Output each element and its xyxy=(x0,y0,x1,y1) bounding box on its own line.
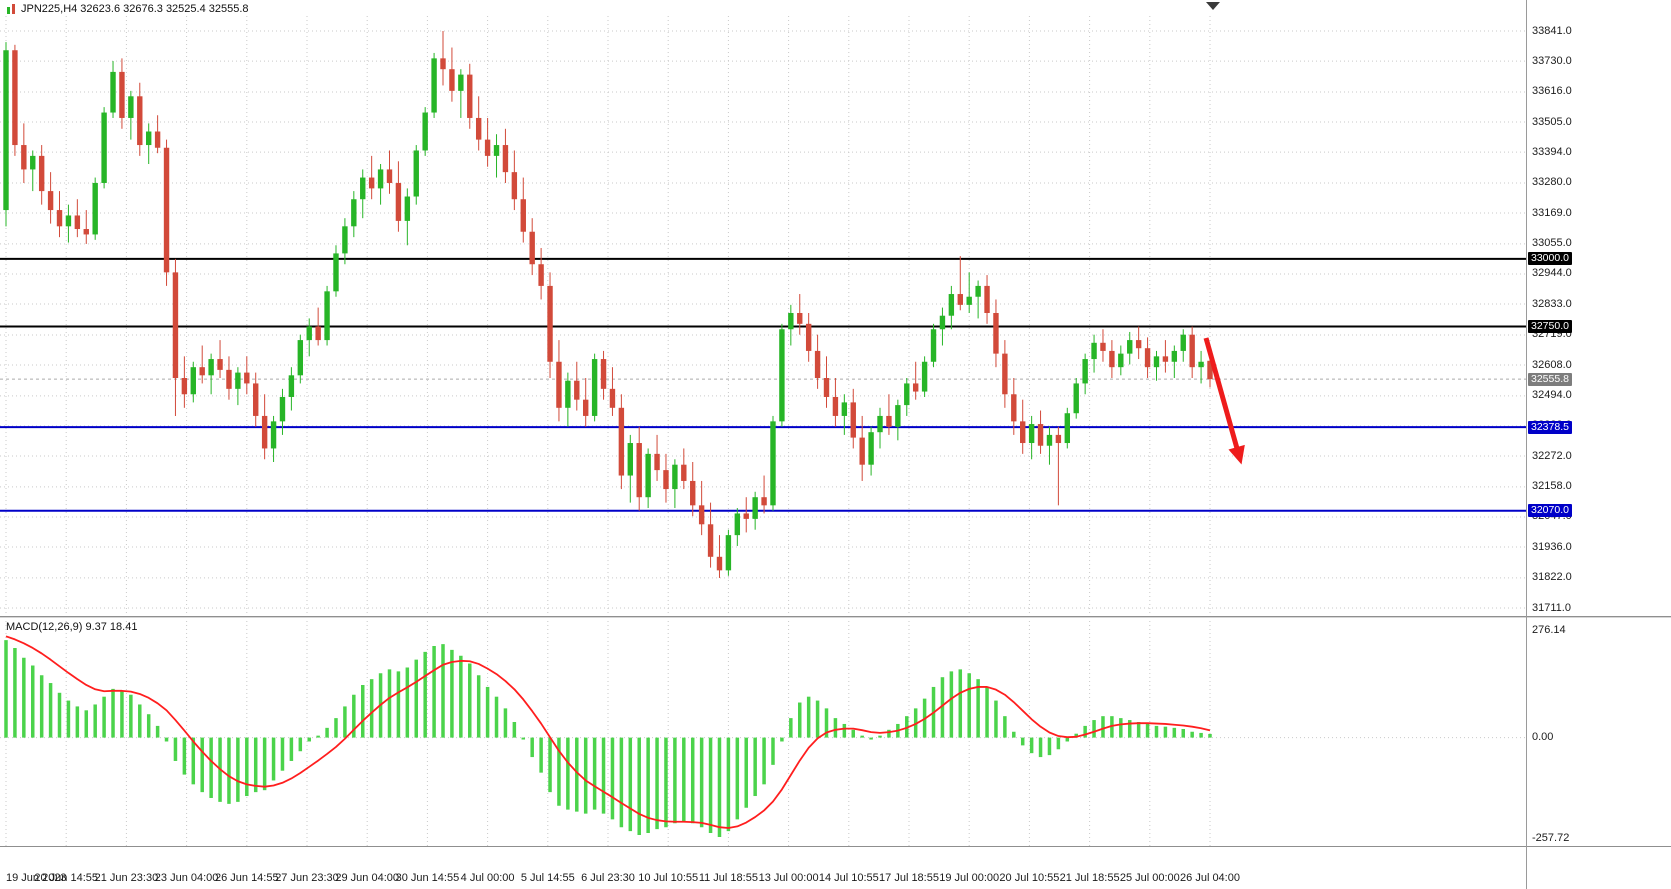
price-axis-tick: 33730.0 xyxy=(1532,54,1572,67)
time-axis-label: 26 Jun 14:55 xyxy=(214,872,279,884)
time-axis-label: 17 Jul 18:55 xyxy=(879,872,939,884)
price-axis-tick: 33616.0 xyxy=(1532,85,1572,98)
time-axis-label: 19 Jun 2023 xyxy=(6,872,67,884)
macd-axis-tick: 0.00 xyxy=(1532,731,1554,744)
price-axis-tick: 33055.0 xyxy=(1532,237,1572,250)
price-axis-tick: 33505.0 xyxy=(1532,115,1572,128)
price-axis-tick: 33280.0 xyxy=(1532,176,1572,189)
price-axis-separator xyxy=(1526,0,1527,889)
time-axis-label: 20 Jul 10:55 xyxy=(999,872,1060,884)
price-badge: 33000.0 xyxy=(1528,252,1572,266)
price-badge: 32555.8 xyxy=(1528,372,1572,386)
chart-shift-marker-icon[interactable] xyxy=(1206,2,1220,10)
time-axis-label: 6 Jul 23:30 xyxy=(581,872,635,884)
price-axis-tick: 33394.0 xyxy=(1532,145,1572,158)
chart-title: JPN225,H4 32623.6 32676.3 32525.4 32555.… xyxy=(6,3,249,15)
macd-axis-tick: 276.14 xyxy=(1532,623,1566,636)
macd-axis-tick: -257.72 xyxy=(1532,831,1570,844)
price-axis-tick: 31936.0 xyxy=(1532,540,1572,553)
time-axis-label: 11 Jul 18:55 xyxy=(698,872,758,884)
time-axis-label: 13 Jul 00:00 xyxy=(758,872,819,884)
time-axis-label: 10 Jul 10:55 xyxy=(638,872,699,884)
time-axis-label: 27 Jun 23:30 xyxy=(275,872,339,884)
trend-arrow-annotation[interactable] xyxy=(1203,337,1245,465)
price-axis-tick: 32494.0 xyxy=(1532,389,1572,402)
price-axis-tick: 31822.0 xyxy=(1532,571,1572,584)
time-axis-label: 30 Jun 14:55 xyxy=(395,872,460,884)
price-axis-tick: 32158.0 xyxy=(1532,480,1572,493)
price-badge: 32378.5 xyxy=(1528,420,1572,434)
price-axis-tick: 32608.0 xyxy=(1532,358,1572,371)
price-badge: 32070.0 xyxy=(1528,504,1572,518)
time-axis-label: 25 Jul 00:00 xyxy=(1119,872,1180,884)
time-axis-label: 19 Jul 00:00 xyxy=(939,872,1000,884)
price-badge: 32750.0 xyxy=(1528,320,1572,334)
time-axis-label: 5 Jul 14:55 xyxy=(520,872,575,884)
price-axis-tick: 33841.0 xyxy=(1532,24,1572,37)
chart-title-text: JPN225,H4 32623.6 32676.3 32525.4 32555.… xyxy=(21,3,249,15)
time-axis-label: 21 Jun 23:30 xyxy=(94,872,159,884)
price-axis-tick: 32944.0 xyxy=(1532,267,1572,280)
chart-icon xyxy=(6,3,17,15)
time-axis-label: 20 Jun 14:55 xyxy=(34,872,98,884)
price-axis-tick: 32833.0 xyxy=(1532,297,1572,310)
price-axis-tick: 31711.0 xyxy=(1532,601,1571,614)
macd-indicator-label: MACD(12,26,9) 9.37 18.41 xyxy=(6,621,138,633)
time-axis-label: 4 Jul 00:00 xyxy=(460,872,515,884)
time-axis-label: 26 Jul 04:00 xyxy=(1180,872,1240,884)
time-axis-label: 14 Jul 10:55 xyxy=(818,872,879,884)
time-axis-label: 23 Jun 04:00 xyxy=(154,872,219,884)
time-axis-label: 29 Jun 04:00 xyxy=(335,872,399,884)
price-axis-tick: 33169.0 xyxy=(1532,206,1572,219)
time-axis-label: 21 Jul 18:55 xyxy=(1059,872,1120,884)
price-axis-tick: 32272.0 xyxy=(1532,449,1572,462)
